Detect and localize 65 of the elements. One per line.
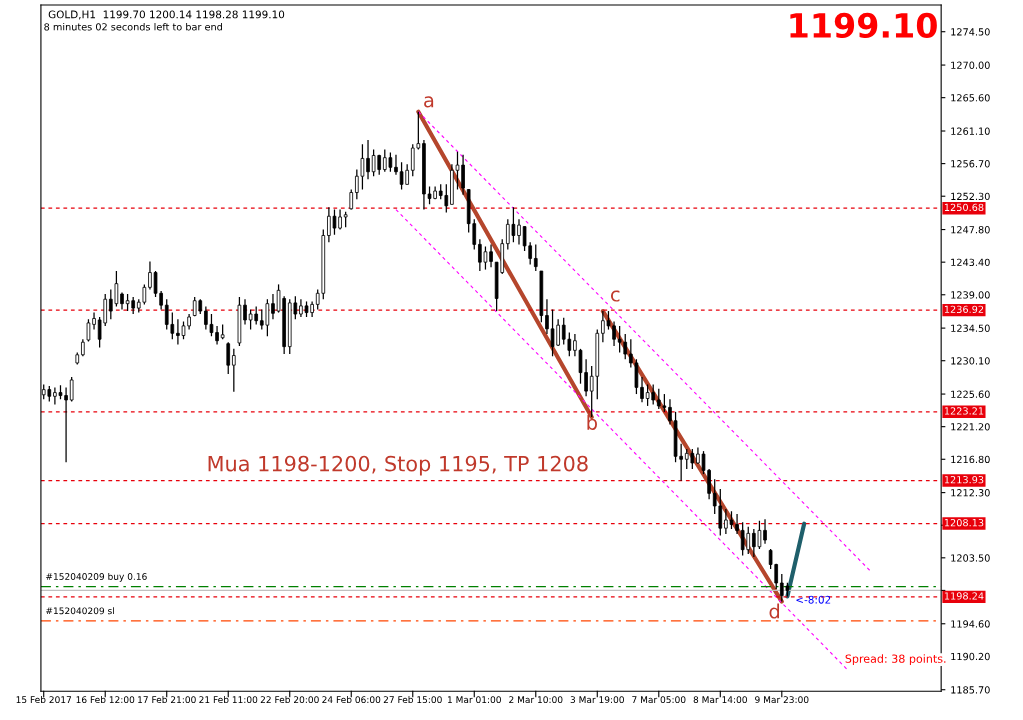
annotation: <-8:02 bbox=[796, 595, 831, 604]
annotation: d bbox=[769, 603, 780, 619]
annotation: b bbox=[587, 414, 597, 430]
annotation: c bbox=[611, 290, 620, 302]
annotation: #152040209 sl bbox=[46, 607, 114, 615]
annotation: a bbox=[424, 96, 434, 108]
x-tick-label: 15 Feb 2017 bbox=[16, 696, 72, 704]
candlestick bbox=[69, 376, 74, 403]
candlestick bbox=[640, 376, 644, 403]
x-tick-label: 21 Feb 11:00 bbox=[199, 696, 258, 704]
y-tick-label: 1247.80 bbox=[951, 226, 990, 234]
annotation: 1199.10 bbox=[790, 12, 937, 39]
y-tick-label: 1265.60 bbox=[951, 94, 990, 102]
chart-title: GOLD,H1 1199.70 1200.14 1198.28 1199.10 bbox=[48, 10, 285, 20]
x-tick-label: 1 Mar 01:00 bbox=[447, 696, 501, 704]
x-tick-label: 22 Feb 20:00 bbox=[260, 696, 319, 704]
x-tick-label: 27 Feb 15:00 bbox=[383, 696, 442, 704]
annotation: 8 minutes 02 seconds left to bar end bbox=[44, 22, 222, 31]
ref-line-label: 1213.93 bbox=[944, 476, 984, 484]
candlestick bbox=[763, 518, 767, 545]
x-tick-label: 17 Feb 21:00 bbox=[138, 696, 196, 704]
annotation: Mua 1198-1200, Stop 1195, TP 1208 bbox=[208, 455, 588, 476]
annotation: #152040209 buy 0.16 bbox=[46, 572, 147, 582]
candlestick bbox=[243, 298, 247, 326]
candlestick bbox=[366, 139, 370, 180]
x-tick-label: 9 Mar 23:00 bbox=[755, 696, 809, 704]
y-tick-label: 1243.40 bbox=[951, 258, 990, 266]
y-tick-label: 1270.00 bbox=[951, 61, 990, 69]
y-tick-label: 1274.50 bbox=[951, 28, 990, 36]
y-tick-label: 1225.60 bbox=[951, 390, 990, 398]
x-tick-label: 7 Mar 05:00 bbox=[632, 696, 686, 704]
ref-line-label: 1250.68 bbox=[944, 203, 984, 212]
y-tick-label: 1194.60 bbox=[951, 620, 990, 628]
y-tick-label: 1212.30 bbox=[951, 489, 990, 497]
y-tick-label: 1261.10 bbox=[951, 127, 990, 135]
ref-line-label: 1198.24 bbox=[944, 592, 984, 600]
y-tick-label: 1185.70 bbox=[951, 686, 990, 694]
ref-line-label: 1208.13 bbox=[944, 518, 984, 527]
x-tick-label: 3 Mar 19:00 bbox=[570, 696, 624, 704]
x-tick-label: 2 Mar 10:00 bbox=[509, 696, 563, 704]
y-tick-label: 1252.30 bbox=[951, 192, 990, 201]
candlestick bbox=[349, 188, 354, 211]
y-tick-label: 1216.80 bbox=[951, 455, 990, 464]
ref-line-label: 1236.92 bbox=[944, 305, 984, 313]
y-tick-label: 1221.20 bbox=[951, 423, 990, 431]
x-tick-label: 24 Feb 06:00 bbox=[322, 696, 381, 704]
y-tick-label: 1256.70 bbox=[951, 160, 990, 168]
x-tick-label: 8 Mar 14:00 bbox=[693, 696, 747, 704]
candlestick bbox=[668, 398, 672, 426]
y-tick-label: 1190.20 bbox=[951, 652, 990, 661]
candlestick bbox=[271, 293, 275, 320]
candlestick bbox=[92, 311, 96, 331]
candlestick bbox=[232, 348, 236, 393]
candlestick bbox=[517, 218, 521, 246]
y-tick-label: 1203.50 bbox=[951, 554, 990, 562]
ref-line-label: 1223.21 bbox=[944, 407, 984, 415]
candlestick bbox=[394, 154, 398, 176]
y-tick-label: 1234.50 bbox=[951, 324, 990, 332]
y-tick-label: 1239.00 bbox=[951, 291, 990, 299]
y-tick-label: 1230.10 bbox=[951, 357, 990, 365]
annotation: Spread: 38 points. bbox=[845, 654, 946, 666]
candlestick bbox=[489, 243, 493, 268]
candlestick bbox=[226, 341, 231, 375]
candlestick bbox=[533, 243, 538, 272]
x-tick-label: 16 Feb 12:00 bbox=[76, 696, 135, 704]
